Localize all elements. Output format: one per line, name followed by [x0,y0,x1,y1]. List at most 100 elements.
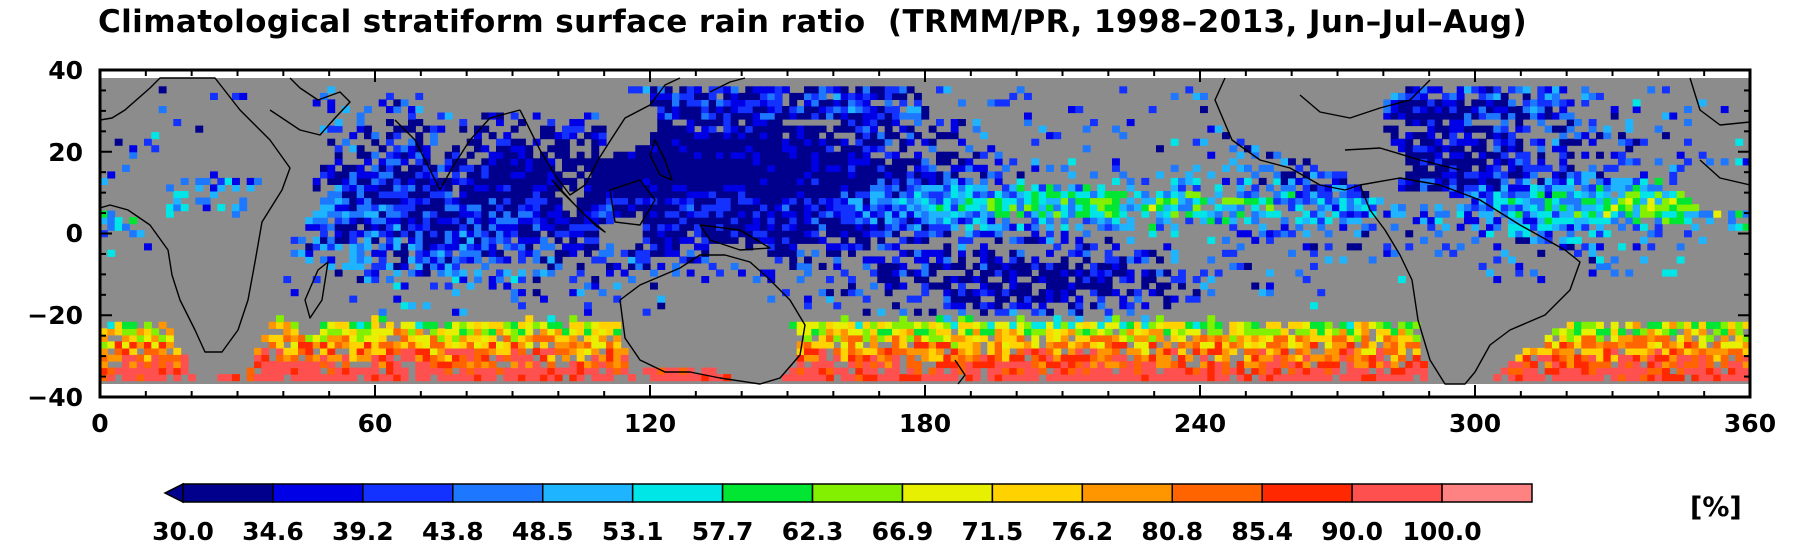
rain-ratio-cell [180,354,189,362]
rain-ratio-cell [1420,145,1428,153]
rain-ratio-cell [393,204,402,212]
rain-ratio-cell [936,191,944,199]
rain-ratio-cell [635,256,644,264]
rain-ratio-cell [1500,112,1509,120]
rain-ratio-cell [349,262,358,270]
rain-ratio-cell [1192,197,1201,205]
rain-ratio-cell [1082,374,1091,382]
rain-ratio-cell [576,289,585,297]
rain-ratio-cell [1368,256,1377,264]
rain-ratio-cell [122,321,130,329]
rain-ratio-cell [562,125,570,133]
rain-ratio-cell [657,112,666,120]
rain-ratio-cell [1163,197,1172,205]
rain-ratio-cell [1185,217,1194,225]
rain-ratio-cell [100,361,108,369]
colorbar-labels: 30.0 34.6 39.2 43.8 48.5 53.1 57.7 62.3 66.9 71.5… [152,517,1481,546]
rain-ratio-cell [173,191,182,199]
rain-ratio-cell [408,223,416,231]
rain-ratio-cell [386,210,394,218]
rain-ratio-cell [1537,210,1546,218]
rain-ratio-cell [921,374,930,382]
rain-ratio-cell [1163,269,1172,277]
rain-ratio-cell [716,210,724,218]
rain-ratio-cell [1170,230,1179,238]
rain-ratio-cell [818,171,827,179]
rain-ratio-cell [400,210,409,218]
rain-ratio-cell [1500,367,1509,375]
rain-ratio-cell [1456,92,1465,100]
rain-ratio-cell [1258,374,1267,382]
rain-ratio-cell [283,321,292,329]
rain-ratio-cell [195,125,204,133]
rain-ratio-cell [1273,361,1282,369]
rain-ratio-cell [1185,354,1194,362]
rain-ratio-cell [848,361,856,369]
rain-ratio-cell [818,138,827,146]
coastline-west-africa [1699,159,1750,186]
rain-ratio-cell [987,204,996,212]
rain-ratio-cell [745,223,754,231]
rain-ratio-cell [1412,106,1421,114]
rain-ratio-cell [672,269,680,277]
rain-ratio-cell [598,321,607,329]
rain-ratio-cell [1251,354,1260,362]
rain-ratio-cell [1383,374,1392,382]
rain-ratio-cell [532,256,541,264]
rain-ratio-cell [789,92,798,100]
rain-ratio-cell [1684,361,1692,369]
rain-ratio-cell [914,164,922,172]
rain-ratio-cell [488,112,497,120]
rain-ratio-cell [1148,374,1157,382]
rain-ratio-cell [892,119,900,127]
rain-ratio-cell [789,164,798,172]
rain-ratio-cell [914,347,922,355]
rain-ratio-cell [1009,354,1018,362]
rain-ratio-cell [1537,177,1546,185]
rain-ratio-cell [1266,321,1274,329]
rain-ratio-cell [349,256,358,264]
rain-ratio-cell [349,184,358,192]
rain-ratio-cell [679,217,688,225]
rain-ratio-cell [1728,367,1736,375]
rain-ratio-cell [562,151,570,159]
rain-ratio-cell [1486,177,1494,185]
rain-ratio-cell [444,184,453,192]
rain-ratio-cell [1610,106,1619,114]
rain-ratio-cell [364,374,372,382]
rain-ratio-cell [1317,354,1326,362]
rain-ratio-cell [114,347,123,355]
rain-ratio-cell [804,151,812,159]
rain-ratio-cell [584,361,592,369]
rain-ratio-cell [1016,210,1025,218]
rain-ratio-cell [122,367,130,375]
rain-ratio-cell [312,177,321,185]
rain-ratio-cell [1603,347,1612,355]
rain-ratio-cell [334,119,343,127]
rain-ratio-cell [576,243,585,251]
rain-ratio-cell [1038,125,1047,133]
rain-ratio-cell [1009,289,1018,297]
rain-ratio-cell [386,132,394,140]
rain-ratio-cell [349,197,358,205]
rain-ratio-cell [276,361,284,369]
rain-ratio-cell [569,217,578,225]
rain-ratio-cell [393,177,402,185]
rain-ratio-cell [1544,92,1553,100]
rain-ratio-cell [320,197,328,205]
rain-ratio-cell [1156,210,1164,218]
rain-ratio-cell [1632,354,1641,362]
rain-ratio-cell [1302,374,1311,382]
rain-ratio-cell [496,171,504,179]
rain-ratio-cell [1449,191,1458,199]
rain-ratio-cell [1471,217,1480,225]
rain-ratio-cell [1456,145,1465,153]
rain-ratio-cell [1060,295,1069,303]
rain-ratio-cell [943,276,952,284]
rain-ratio-cell [738,210,746,218]
rain-ratio-cell [1544,191,1553,199]
rain-ratio-cell [386,321,394,329]
rain-ratio-cell [532,236,541,244]
rain-ratio-cell [459,204,468,212]
rain-ratio-cell [1486,217,1494,225]
